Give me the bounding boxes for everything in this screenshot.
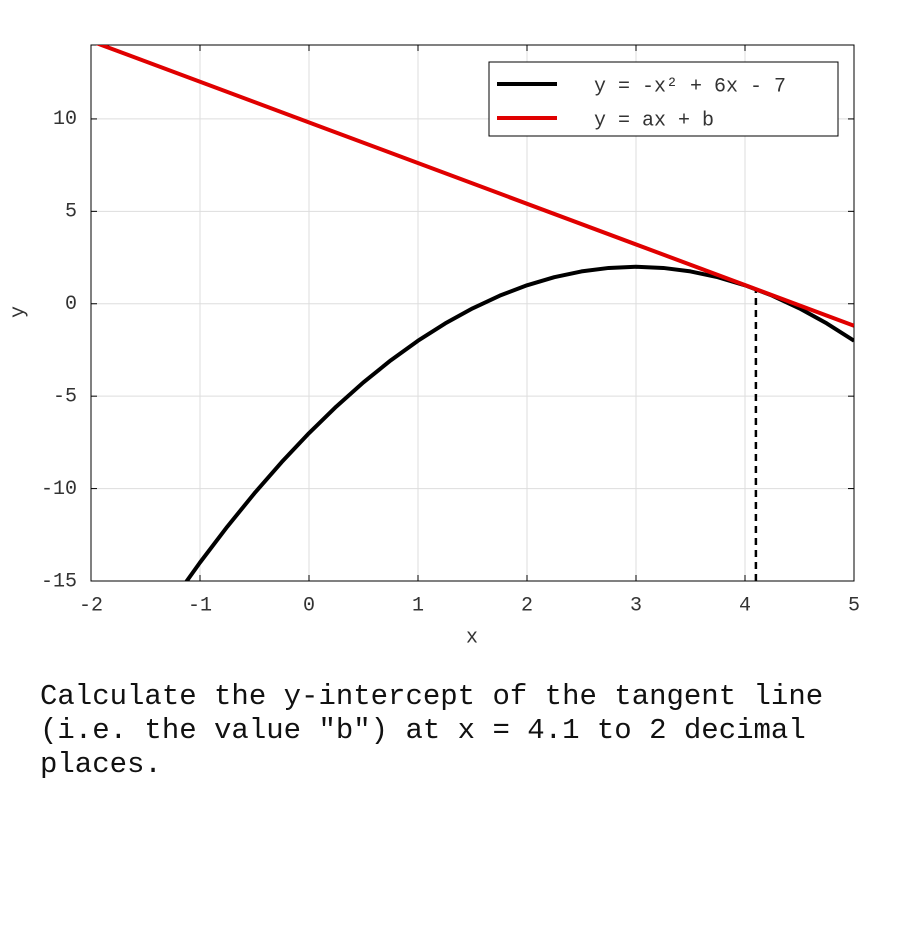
plot-frame	[90, 44, 855, 582]
legend-box	[488, 61, 839, 137]
x-axis-label: x	[466, 626, 478, 649]
y-axis-label: y	[7, 306, 30, 318]
y-tick-label: -15	[41, 570, 77, 593]
x-tick-label: 1	[412, 594, 424, 617]
series-line	[95, 45, 854, 328]
legend-label: y = -x² + 6x - 7	[594, 75, 786, 98]
x-tick-label: 3	[630, 594, 642, 617]
y-tick-label: -5	[53, 385, 77, 408]
legend-label: y = ax + b	[594, 109, 714, 132]
x-tick-label: 4	[739, 594, 751, 617]
x-tick-label: -1	[188, 594, 212, 617]
x-tick-label: 5	[848, 594, 860, 617]
x-tick-label: 0	[303, 594, 315, 617]
question: Calculate the y-intercept of the tangent…	[40, 680, 824, 781]
x-tick-label: -2	[79, 594, 103, 617]
x-tick-label: 2	[521, 594, 533, 617]
y-tick-label: 0	[65, 293, 77, 316]
y-tick-label: 5	[65, 201, 77, 224]
y-tick-label: 10	[53, 108, 77, 131]
plot-area	[95, 45, 854, 581]
y-tick-label: -10	[41, 478, 77, 501]
